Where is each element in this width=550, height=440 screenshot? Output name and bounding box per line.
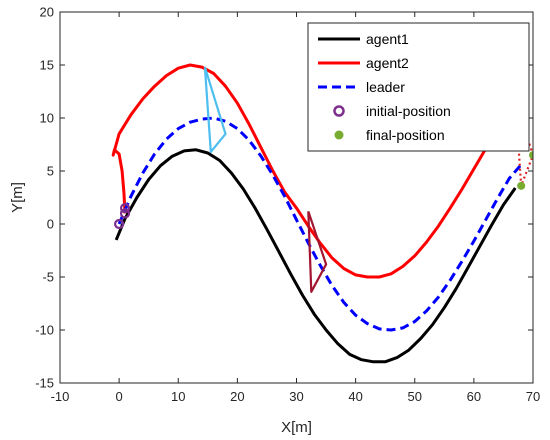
legend-box — [307, 22, 530, 152]
x-tick-label: 60 — [467, 389, 481, 404]
legend-label: agent2 — [366, 55, 409, 71]
legend-entry-agent1: agent1 — [318, 31, 409, 47]
legend: agent1 agent2 leader initial-position final-… — [307, 22, 530, 152]
x-tick-label: 50 — [408, 389, 422, 404]
series-line-agent2 — [111, 63, 517, 279]
x-tick-label: 10 — [171, 389, 185, 404]
x-tick-label: 30 — [289, 389, 303, 404]
initial-position-marker — [114, 218, 125, 230]
legend-label: final-position — [366, 127, 445, 143]
final-position-marker — [529, 151, 533, 160]
series-line-leader — [117, 116, 523, 332]
plot-content — [111, 63, 533, 364]
legend-label: initial-position — [366, 103, 451, 119]
formation-link-2 — [307, 210, 328, 293]
x-tick-label: 20 — [230, 389, 244, 404]
legend-entry-leader: leader — [318, 79, 405, 95]
initial-position-marker — [119, 208, 131, 219]
y-tick-label: 15 — [40, 58, 54, 73]
x-axis-label: X[m] — [281, 419, 312, 436]
y-axis-ticks: -15 -10 -5 0 5 10 15 20 — [35, 5, 533, 391]
y-tick-label: 20 — [40, 5, 54, 20]
legend-label: agent1 — [366, 31, 409, 47]
series-layer — [111, 63, 523, 364]
formation-links-layer — [203, 66, 533, 293]
legend-label: leader — [366, 79, 405, 95]
legend-entry-final-position: final-position — [334, 127, 445, 143]
x-tick-label: 70 — [526, 389, 540, 404]
formation-link-1 — [203, 66, 227, 153]
y-tick-label: -5 — [42, 270, 54, 285]
y-tick-label: 10 — [40, 111, 54, 126]
initial-position-marker — [119, 203, 131, 214]
y-tick-label: 0 — [47, 217, 54, 232]
x-tick-label: 40 — [348, 389, 362, 404]
legend-swatch — [333, 105, 345, 117]
legend-entry-agent2: agent2 — [318, 55, 409, 71]
y-tick-label: -10 — [35, 323, 54, 338]
y-tick-label: -15 — [35, 376, 54, 391]
series-line-agent1 — [114, 148, 517, 364]
final-position-marker — [517, 181, 526, 190]
y-axis-label: Y[m] — [9, 182, 26, 213]
x-tick-label: 0 — [116, 389, 123, 404]
x-tick-label: -10 — [51, 389, 70, 404]
legend-entry-initial-position: initial-position — [333, 103, 451, 119]
legend-swatch — [334, 130, 344, 140]
x-axis-ticks: -10 0 10 20 30 40 50 60 70 — [51, 12, 540, 404]
y-tick-label: 5 — [47, 164, 54, 179]
